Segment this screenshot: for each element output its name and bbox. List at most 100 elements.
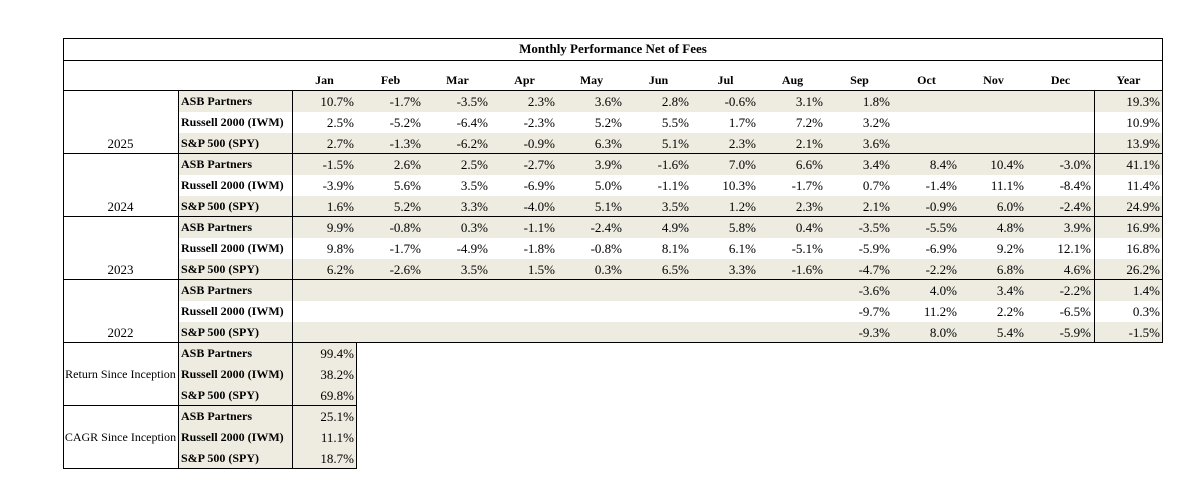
column-header: Year [1116,73,1141,87]
cell: -0.8% [357,217,424,238]
row-name: S&P 500 (SPY) [178,385,292,406]
cell: 6.0% [960,196,1027,217]
year-label: 2022 [107,325,134,340]
column-header: Nov [983,73,1004,87]
cell: 7.0% [692,154,759,175]
border-line [63,468,357,469]
cell: -1.7% [357,91,424,112]
column-header: Dec [1050,73,1071,87]
row-name: ASB Partners [178,154,292,175]
cell [292,322,357,343]
cell: 3.9% [558,154,625,175]
cell: 3.4% [960,280,1027,301]
border-line [63,38,1163,39]
row-name: ASB Partners [178,406,292,427]
cell: 2.5% [424,154,491,175]
cell: 3.6% [826,133,893,154]
cell: -4.9% [456,241,488,256]
cell: -3.5% [826,217,893,238]
column-header: Jul [717,73,734,87]
border-line [63,342,1163,343]
cell [424,301,491,322]
row-name: S&P 500 (SPY) [178,196,292,217]
cell: 38.2% [292,364,357,385]
row-name: S&P 500 (SPY) [178,133,292,154]
cell [893,91,960,112]
cell: -0.9% [893,196,960,217]
cell: 11.1% [990,178,1024,193]
cell: -6.2% [424,133,491,154]
column-header: Feb [380,73,401,87]
cell: -9.3% [826,322,893,343]
cell: 11.4% [1126,178,1160,193]
row-name: Russell 2000 (IWM) [181,178,284,192]
cell: 3.4% [826,154,893,175]
cell: 41.1% [1094,154,1163,175]
cell: 1.6% [292,196,357,217]
cell: 1.5% [491,259,558,280]
cell: -2.6% [357,259,424,280]
row-name: Russell 2000 (IWM) [181,304,284,318]
cell: -1.6% [625,154,692,175]
row-name: Russell 2000 (IWM) [181,241,284,255]
cell: 1.2% [692,196,759,217]
cell: 8.0% [893,322,960,343]
cell [692,301,759,322]
cell [424,322,491,343]
cell [960,133,1027,154]
year-label: 2025 [107,136,134,151]
cell: 26.2% [1094,259,1163,280]
cell: 69.8% [292,385,357,406]
cell: 6.1% [728,241,756,256]
cell [491,322,558,343]
cell: -4.0% [491,196,558,217]
cell: -9.7% [858,304,890,319]
cell: 1.7% [728,115,756,130]
border-line [356,343,357,469]
year-label: 2023 [107,262,134,277]
border-line [63,405,357,406]
cell: -0.6% [692,91,759,112]
cell: -6.9% [523,178,555,193]
cell [558,280,625,301]
cell [960,112,1027,133]
cell: -1.1% [491,217,558,238]
cell: 8.1% [661,241,689,256]
cell [893,133,960,154]
cell: 6.8% [960,259,1027,280]
cell: -1.7% [791,178,823,193]
cell [893,112,960,133]
cell [424,280,491,301]
cell: -1.7% [389,241,421,256]
cell: 25.1% [292,406,357,427]
border-line [1094,91,1095,343]
cell: 0.4% [759,217,826,238]
cell: 9.2% [996,241,1024,256]
cell: 5.1% [625,133,692,154]
cell: -2.4% [558,217,625,238]
cell: -2.4% [1027,196,1094,217]
cell: -3.9% [322,178,354,193]
cell: -5.2% [389,115,421,130]
cell: 2.5% [326,115,354,130]
cell: 12.1% [1057,241,1091,256]
cell: 24.9% [1094,196,1163,217]
cell: -1.6% [759,259,826,280]
cell [1027,133,1094,154]
cell: 2.3% [692,133,759,154]
cell [491,280,558,301]
cell: 2.2% [996,304,1024,319]
border-line [1162,38,1163,343]
cell: 18.7% [292,448,357,469]
cell: 2.8% [625,91,692,112]
row-name: S&P 500 (SPY) [178,259,292,280]
row-name: Russell 2000 (IWM) [178,364,292,385]
cell: -2.2% [1027,280,1094,301]
row-name: ASB Partners [178,343,292,364]
cell: -1.4% [925,178,957,193]
border-line [63,60,1163,61]
cell: 5.2% [594,115,622,130]
column-header: Apr [514,73,535,87]
cell: -2.7% [491,154,558,175]
